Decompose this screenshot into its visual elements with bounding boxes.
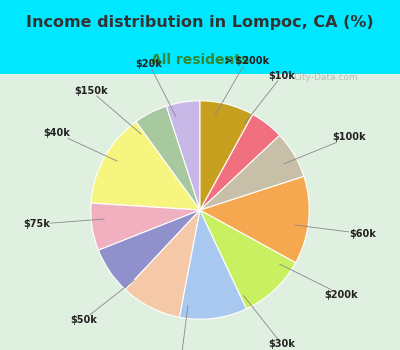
Wedge shape — [200, 114, 280, 210]
Text: $75k: $75k — [23, 219, 104, 229]
Text: $20k: $20k — [136, 59, 176, 117]
Wedge shape — [91, 203, 200, 250]
Text: All residents: All residents — [151, 53, 249, 67]
Text: $200k: $200k — [280, 264, 358, 300]
Wedge shape — [98, 210, 200, 289]
Text: $30k: $30k — [244, 296, 295, 349]
Text: $150k: $150k — [74, 86, 141, 134]
Text: > $200k: > $200k — [215, 56, 269, 115]
Wedge shape — [166, 101, 200, 210]
Wedge shape — [200, 176, 309, 262]
Wedge shape — [125, 210, 200, 317]
Text: City-Data.com: City-Data.com — [294, 74, 358, 83]
Text: Income distribution in Lompoc, CA (%): Income distribution in Lompoc, CA (%) — [26, 15, 374, 29]
Text: $50k: $50k — [70, 280, 134, 325]
Wedge shape — [200, 210, 296, 309]
Text: $100k: $100k — [284, 132, 366, 164]
Wedge shape — [91, 122, 200, 210]
Wedge shape — [180, 210, 246, 319]
Wedge shape — [136, 106, 200, 210]
Wedge shape — [200, 135, 304, 210]
Text: $60k: $60k — [295, 225, 376, 239]
Text: $10k: $10k — [244, 71, 295, 124]
Text: $40k: $40k — [44, 128, 117, 161]
Text: $125k: $125k — [164, 305, 198, 350]
Wedge shape — [200, 101, 253, 210]
